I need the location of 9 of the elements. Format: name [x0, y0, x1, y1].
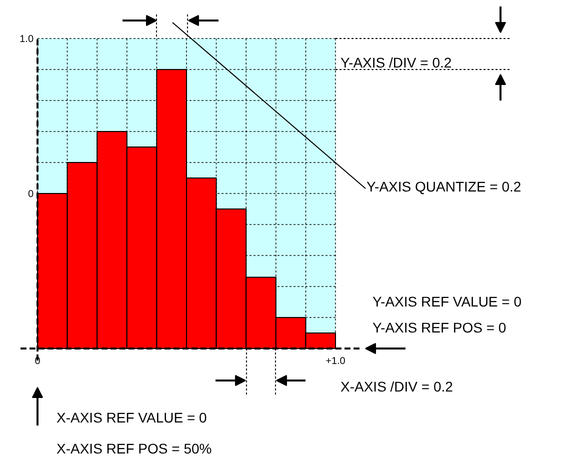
- text: Y-AXIS REF POS = 0: [372, 320, 506, 336]
- y-tick-label: 1.0: [20, 34, 34, 45]
- x-tick-label: +1.0: [326, 356, 346, 367]
- text: Y-AXIS /DIV = 0.2: [340, 54, 452, 70]
- text: X-AXIS /DIV = 0.2: [340, 378, 454, 394]
- text: Y-AXIS REF VALUE = 0: [372, 294, 522, 310]
- text: X-AXIS REF POS = 50%: [56, 440, 212, 456]
- text: Y-AXIS QUANTIZE = 0.2: [366, 178, 522, 194]
- text: X-AXIS REF VALUE = 0: [56, 410, 208, 426]
